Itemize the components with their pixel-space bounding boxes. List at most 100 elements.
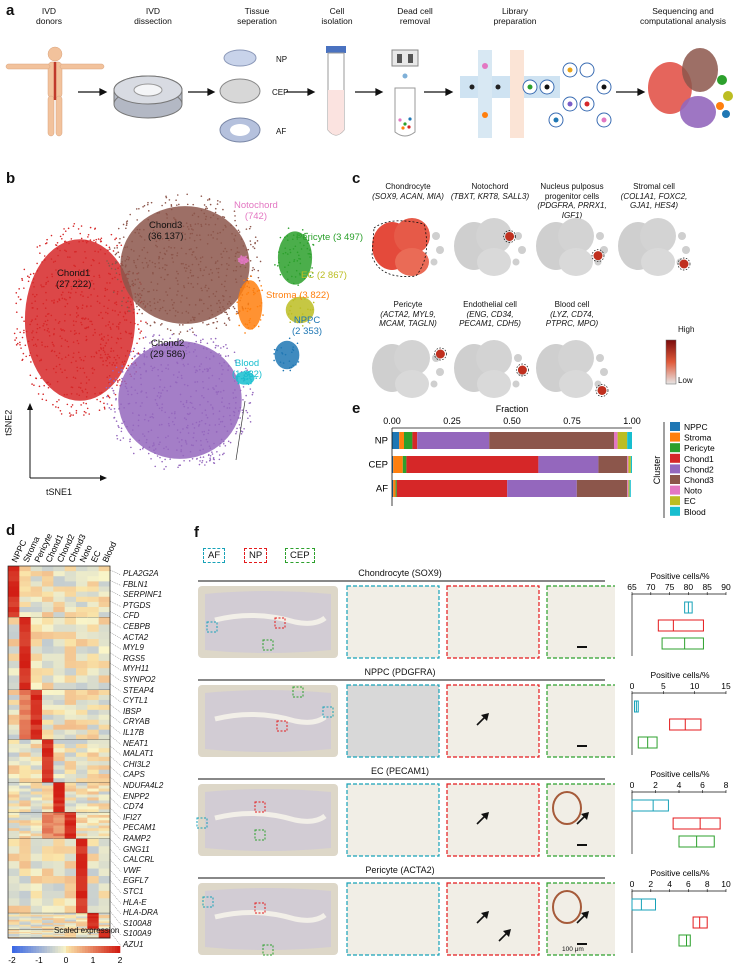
gene-label: CALCRL [123,855,155,865]
gene-label: PTGDS [123,600,151,610]
colorbar-cell [39,946,42,953]
box-plot-tick: 85 [702,582,712,592]
ihc-row-images-2 [196,778,615,857]
scale-bar [577,844,587,846]
feature-cell-type: Endothelial cell [463,300,517,309]
gene-label: ACTA2 [123,632,149,642]
feature-title-5: Endothelial cell (ENG, CD34, PECAM1, CDH5… [448,300,532,329]
tissue-af-label: AF [276,127,287,136]
x-tick-label: 1.00 [623,416,641,426]
ihc-row-title-2: EC (PECAM1) [370,766,429,776]
cluster-label-chond2: Chond2 (29 586) [150,338,185,360]
colorbar-high-label: High [678,325,695,334]
colorbar-cell [47,946,51,953]
scale-bar [577,745,587,747]
bar-segment-stroma [393,480,396,497]
colorbar-cell [60,946,64,953]
feature-title-6: Blood cell (LYZ, CD74, PTPRC, MPO) [530,300,614,329]
panel-e-fraction-chart: Fraction 0.00 0.25 0.50 0.75 1.00 NP CEP AF Clust… [368,404,715,518]
ivd-disc-icon [113,75,183,119]
cluster-name: Stroma [266,290,297,301]
colorbar-cell [98,946,102,953]
colorbar-cell [49,946,53,953]
colorbar-cell [114,946,118,953]
feature-plot-6 [536,340,609,398]
bar-segment-blood [627,432,632,449]
flow-arrows [78,88,646,96]
bar-segment-chond2 [507,480,577,497]
box-plot-xlabel: Positive cells/% [650,571,709,581]
box-plot-tick: 0 [630,780,635,790]
feature-plot-0 [371,218,444,277]
gene-label: CD74 [123,802,144,812]
box-plot-tick: 8 [724,780,729,790]
feature-plot-3 [618,218,691,276]
feature-genes: (PDGFRA, PRRX1, IGF1) [537,201,607,220]
bar-segment-pericyte [395,480,397,497]
colorbar-cell [109,946,113,953]
ihc-zoom-np [446,585,540,659]
legend-title: Cluster [652,456,662,485]
cluster-label-notochord: Notochord (742) [234,200,278,222]
tissue-np-label: NP [276,55,288,64]
tsne-cluster-nppc [273,337,300,372]
colorbar-cell [111,946,115,953]
cluster-name: Chond1 [57,268,91,279]
tsne-cluster-chond2 [105,328,254,470]
cluster-count: (29 586) [150,349,186,360]
legend-swatch-noto [670,485,680,495]
cluster-count: (2 353) [292,326,323,337]
bar-segment-noto [627,480,629,497]
colorbar-cell [74,946,78,953]
box-af [631,898,656,911]
panel-f-label: f [194,524,199,541]
legend-swatch-nppc [670,422,680,431]
ihc-row-images-3 [198,877,615,956]
cluster-name: Blood [234,358,260,369]
gene-label: PECAM1 [123,823,156,833]
colorbar-cell [84,946,88,953]
box-plot-tick: 4 [667,879,672,889]
colorbar-cell [76,946,80,953]
box-plot-1: Positive cells/% 0 5 10 15 [630,670,731,755]
cluster-label-blood: Blood (1 332) [232,358,262,380]
colorbar-cell [36,946,40,953]
legend-label-chond2: Chond2 [684,464,714,474]
colorbar-tick: 1 [91,955,96,965]
bar-segment-chond2 [417,432,490,449]
legend-swatch-chond2 [670,464,680,474]
cluster-name: Chond3 [149,220,183,231]
gene-label: SERPINF1 [123,590,163,600]
panel-e-label: e [352,400,361,417]
tsne-cluster-stroma [235,275,264,334]
library-prep-icon [460,50,612,138]
bar-segment-chond1 [396,480,508,497]
bar-segment-noto [614,432,618,449]
colorbar-cell [101,946,105,953]
tsne-cluster-ec [285,295,315,327]
colorbar-cell [41,946,45,953]
feature-cell-type: Pericyte [393,300,423,309]
gene-label: S100A9 [123,929,152,939]
colorbar-cell [22,946,26,953]
gene-label: RGS5 [123,653,145,663]
colorbar-cell [71,946,75,953]
dead-cell-removal-icon [391,49,419,137]
x-tick-label: 0.25 [443,416,461,426]
bar-segment-chond3 [576,480,628,497]
colorbar-tick: 2 [118,955,123,965]
ihc-row-title-1: NPPC (PDGFRA) [364,667,436,677]
step-label-6: Sequencing and computational analysis [640,6,726,26]
colorbar-cell [17,946,21,953]
panel-b-label: b [6,170,16,187]
colorbar-scaled-expression-label: Scaled expression [54,926,120,935]
box-plot-tick: 4 [677,780,682,790]
bar-segment-stroma [399,432,404,449]
tsne1-axis-label: tSNE1 [46,487,73,497]
feature-plot-2 [536,218,608,276]
gene-label: CEBPB [123,622,151,631]
cluster-label-pericyte: Pericyte (3 497) [296,232,363,243]
colorbar-cell [52,946,56,953]
box-plot-xlabel: Positive cells/% [650,670,709,680]
panel-c-label: c [352,170,361,187]
